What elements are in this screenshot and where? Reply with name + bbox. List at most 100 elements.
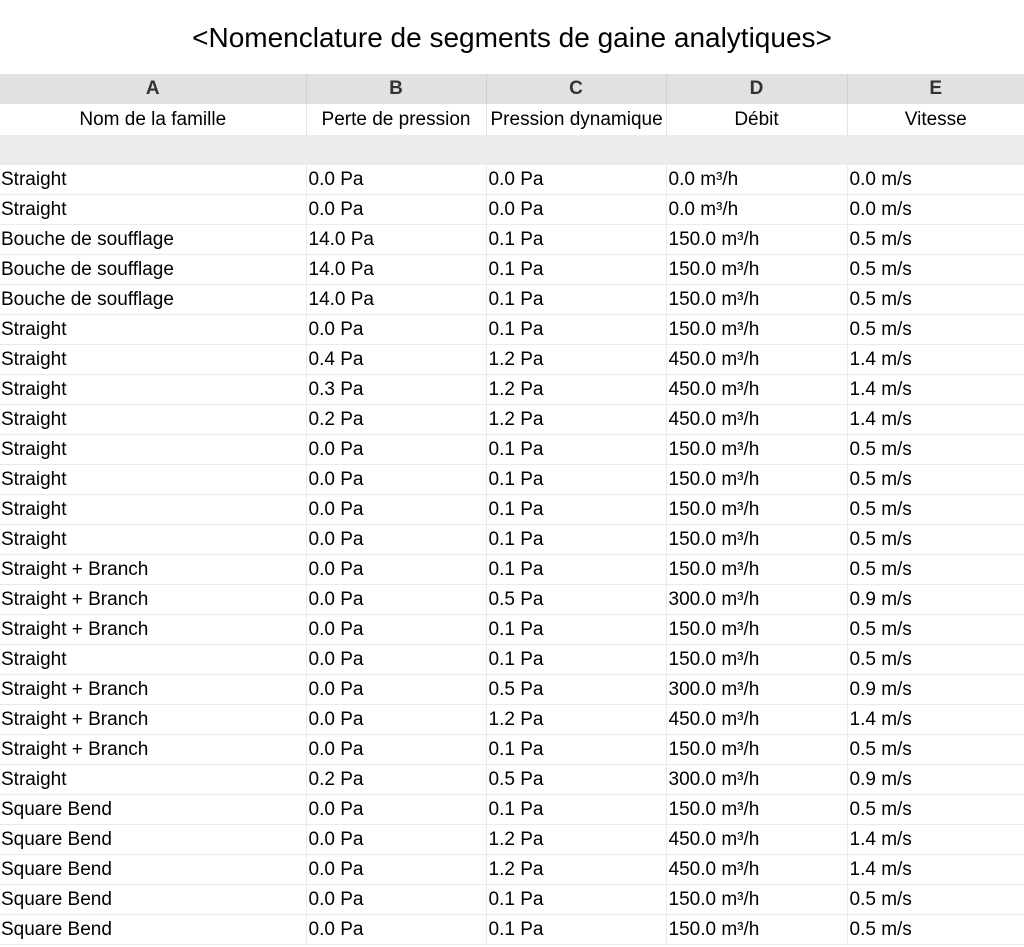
cell-family-name[interactable]: Straight	[0, 494, 306, 525]
table-row[interactable]: Bouche de soufflage 14.0 Pa 0.1 Pa 150.0 m³…	[0, 224, 1024, 255]
table-row[interactable]: Straight 0.0 Pa 0.1 Pa 150.0 m³/h 0.5 m/s	[0, 464, 1024, 495]
cell-pressure-loss[interactable]: 0.0 Pa	[305, 464, 486, 495]
cell-flow[interactable]: 450.0 m³/h	[665, 824, 847, 855]
cell-family-name[interactable]: Square Bend	[0, 794, 306, 825]
cell-velocity[interactable]: 1.4 m/s	[846, 704, 1024, 735]
cell-dynamic-pressure[interactable]: 0.1 Pa	[485, 434, 666, 465]
cell-dynamic-pressure[interactable]: 1.2 Pa	[485, 344, 666, 375]
cell-pressure-loss[interactable]: 0.0 Pa	[305, 314, 486, 345]
cell-dynamic-pressure[interactable]: 0.1 Pa	[485, 284, 666, 315]
cell-pressure-loss[interactable]: 14.0 Pa	[305, 254, 486, 285]
cell-family-name[interactable]: Straight	[0, 165, 306, 195]
cell-flow[interactable]: 150.0 m³/h	[665, 554, 847, 585]
table-row[interactable]: Straight 0.2 Pa 0.5 Pa 300.0 m³/h 0.9 m/s	[0, 764, 1024, 795]
cell-dynamic-pressure[interactable]: 1.2 Pa	[485, 824, 666, 855]
cell-dynamic-pressure[interactable]: 0.5 Pa	[485, 674, 666, 705]
table-row[interactable]: Straight + Branch 0.0 Pa 0.1 Pa 150.0 m³/h 0…	[0, 614, 1024, 645]
table-row[interactable]: Square Bend 0.0 Pa 0.1 Pa 150.0 m³/h 0.5 m/s	[0, 794, 1024, 825]
cell-pressure-loss[interactable]: 0.0 Pa	[305, 194, 486, 225]
cell-family-name[interactable]: Square Bend	[0, 914, 306, 945]
cell-velocity[interactable]: 1.4 m/s	[846, 824, 1024, 855]
cell-flow[interactable]: 150.0 m³/h	[665, 494, 847, 525]
cell-family-name[interactable]: Straight	[0, 764, 306, 795]
cell-velocity[interactable]: 0.5 m/s	[846, 524, 1024, 555]
table-row[interactable]: Straight + Branch 0.0 Pa 0.5 Pa 300.0 m³/h 0…	[0, 584, 1024, 615]
cell-dynamic-pressure[interactable]: 1.2 Pa	[485, 374, 666, 405]
cell-pressure-loss[interactable]: 14.0 Pa	[305, 224, 486, 255]
cell-velocity[interactable]: 0.5 m/s	[846, 644, 1024, 675]
cell-pressure-loss[interactable]: 0.2 Pa	[305, 404, 486, 435]
cell-family-name[interactable]: Straight + Branch	[0, 674, 306, 705]
table-row[interactable]: Square Bend 0.0 Pa 1.2 Pa 450.0 m³/h 1.4 m/s	[0, 854, 1024, 885]
cell-dynamic-pressure[interactable]: 0.1 Pa	[485, 554, 666, 585]
cell-dynamic-pressure[interactable]: 0.0 Pa	[485, 165, 666, 195]
table-row[interactable]: Straight 0.0 Pa 0.1 Pa 150.0 m³/h 0.5 m/s	[0, 434, 1024, 465]
cell-velocity[interactable]: 0.5 m/s	[846, 884, 1024, 915]
cell-velocity[interactable]: 0.5 m/s	[846, 284, 1024, 315]
cell-pressure-loss[interactable]: 0.3 Pa	[305, 374, 486, 405]
cell-velocity[interactable]: 1.4 m/s	[846, 374, 1024, 405]
cell-velocity[interactable]: 1.4 m/s	[846, 404, 1024, 435]
cell-pressure-loss[interactable]: 0.0 Pa	[305, 554, 486, 585]
cell-velocity[interactable]: 0.5 m/s	[846, 464, 1024, 495]
cell-pressure-loss[interactable]: 0.0 Pa	[305, 914, 486, 945]
table-row[interactable]: Bouche de soufflage 14.0 Pa 0.1 Pa 150.0 m³…	[0, 284, 1024, 315]
cell-dynamic-pressure[interactable]: 0.1 Pa	[485, 494, 666, 525]
cell-dynamic-pressure[interactable]: 0.1 Pa	[485, 224, 666, 255]
column-letter-e[interactable]: E	[846, 74, 1024, 104]
column-letter-b[interactable]: B	[305, 74, 486, 104]
table-row[interactable]: Square Bend 0.0 Pa 1.2 Pa 450.0 m³/h 1.4 m/s	[0, 824, 1024, 855]
cell-flow[interactable]: 450.0 m³/h	[665, 404, 847, 435]
cell-velocity[interactable]: 0.5 m/s	[846, 434, 1024, 465]
cell-dynamic-pressure[interactable]: 0.5 Pa	[485, 584, 666, 615]
cell-pressure-loss[interactable]: 0.0 Pa	[305, 494, 486, 525]
cell-flow[interactable]: 150.0 m³/h	[665, 464, 847, 495]
cell-family-name[interactable]: Straight	[0, 434, 306, 465]
cell-flow[interactable]: 150.0 m³/h	[665, 314, 847, 345]
cell-family-name[interactable]: Square Bend	[0, 854, 306, 885]
cell-dynamic-pressure[interactable]: 0.1 Pa	[485, 464, 666, 495]
table-row[interactable]: Square Bend 0.0 Pa 0.1 Pa 150.0 m³/h 0.5 m/s	[0, 884, 1024, 915]
cell-family-name[interactable]: Straight + Branch	[0, 554, 306, 585]
cell-family-name[interactable]: Straight	[0, 344, 306, 375]
table-row[interactable]: Bouche de soufflage 14.0 Pa 0.1 Pa 150.0 m³…	[0, 254, 1024, 285]
header-velocity[interactable]: Vitesse	[846, 104, 1024, 135]
cell-family-name[interactable]: Straight	[0, 314, 306, 345]
cell-flow[interactable]: 450.0 m³/h	[665, 344, 847, 375]
cell-pressure-loss[interactable]: 0.0 Pa	[305, 734, 486, 765]
table-row[interactable]: Square Bend 0.0 Pa 0.1 Pa 150.0 m³/h 0.5 m/s	[0, 914, 1024, 945]
cell-flow[interactable]: 0.0 m³/h	[665, 165, 847, 195]
column-letter-a[interactable]: A	[0, 74, 306, 104]
header-pressure-loss[interactable]: Perte de pression	[305, 104, 486, 135]
cell-velocity[interactable]: 0.5 m/s	[846, 914, 1024, 945]
cell-pressure-loss[interactable]: 0.0 Pa	[305, 674, 486, 705]
cell-pressure-loss[interactable]: 0.0 Pa	[305, 794, 486, 825]
cell-flow[interactable]: 150.0 m³/h	[665, 914, 847, 945]
cell-velocity[interactable]: 0.9 m/s	[846, 674, 1024, 705]
column-letter-d[interactable]: D	[665, 74, 847, 104]
table-row[interactable]: Straight 0.4 Pa 1.2 Pa 450.0 m³/h 1.4 m/s	[0, 344, 1024, 375]
cell-pressure-loss[interactable]: 0.2 Pa	[305, 764, 486, 795]
cell-flow[interactable]: 150.0 m³/h	[665, 884, 847, 915]
cell-pressure-loss[interactable]: 0.0 Pa	[305, 614, 486, 645]
cell-flow[interactable]: 150.0 m³/h	[665, 614, 847, 645]
cell-dynamic-pressure[interactable]: 1.2 Pa	[485, 854, 666, 885]
cell-flow[interactable]: 150.0 m³/h	[665, 224, 847, 255]
cell-pressure-loss[interactable]: 0.4 Pa	[305, 344, 486, 375]
header-flow[interactable]: Débit	[665, 104, 847, 135]
cell-flow[interactable]: 150.0 m³/h	[665, 734, 847, 765]
cell-velocity[interactable]: 1.4 m/s	[846, 854, 1024, 885]
cell-velocity[interactable]: 0.0 m/s	[846, 194, 1024, 225]
cell-flow[interactable]: 150.0 m³/h	[665, 794, 847, 825]
cell-family-name[interactable]: Straight + Branch	[0, 614, 306, 645]
cell-velocity[interactable]: 0.5 m/s	[846, 314, 1024, 345]
cell-dynamic-pressure[interactable]: 0.1 Pa	[485, 254, 666, 285]
cell-velocity[interactable]: 0.5 m/s	[846, 794, 1024, 825]
cell-flow[interactable]: 150.0 m³/h	[665, 254, 847, 285]
cell-family-name[interactable]: Straight	[0, 374, 306, 405]
table-row[interactable]: Straight + Branch 0.0 Pa 0.1 Pa 150.0 m³/h 0…	[0, 554, 1024, 585]
cell-pressure-loss[interactable]: 0.0 Pa	[305, 884, 486, 915]
cell-dynamic-pressure[interactable]: 0.1 Pa	[485, 914, 666, 945]
cell-family-name[interactable]: Straight	[0, 464, 306, 495]
cell-family-name[interactable]: Straight + Branch	[0, 704, 306, 735]
